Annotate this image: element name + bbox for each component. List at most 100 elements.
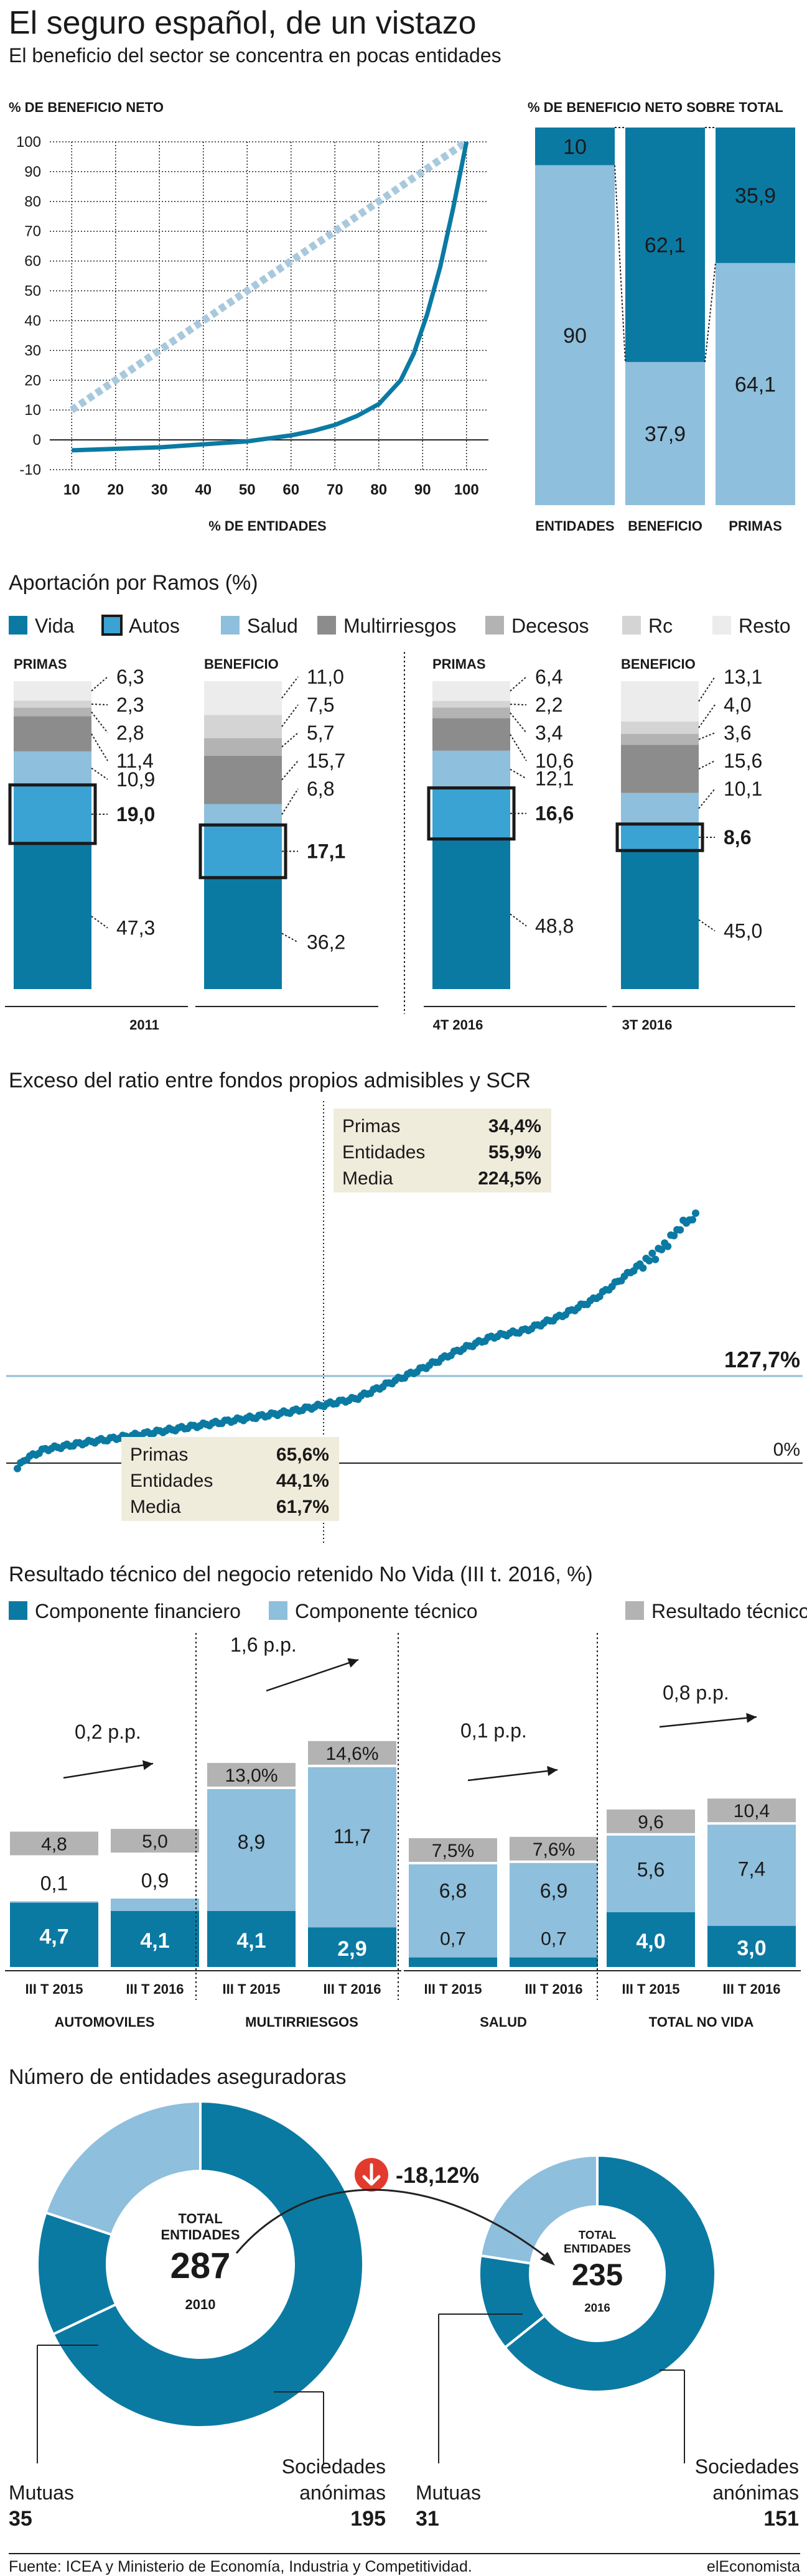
change-label: 1,6 p.p.	[230, 1634, 297, 1656]
ramo-value-label: 8,6	[724, 826, 751, 849]
period-label: III T 2016	[126, 1981, 184, 1997]
ramo-segment	[432, 700, 510, 708]
ramo-value-label: 3,4	[535, 722, 562, 744]
x-axis-label: % DE ENTIDADES	[208, 518, 326, 534]
leader-line	[510, 913, 527, 927]
ramo-segment	[621, 721, 699, 734]
resultado-label: 9,6	[638, 1812, 664, 1833]
legend-label: Autos	[129, 615, 180, 637]
leader-line	[281, 788, 299, 815]
y-tick-label: 80	[24, 193, 41, 210]
resultado-label: 4,8	[41, 1834, 67, 1854]
page-header: El seguro español, de un vistazo El bene…	[9, 2, 799, 67]
financiero-segment	[409, 1957, 497, 1967]
legend-swatch-autos	[101, 615, 123, 636]
leader-line	[281, 932, 299, 943]
ramo-value-label: 16,6	[535, 802, 574, 825]
scr-point	[658, 1245, 666, 1253]
footer-brand: elEconomista	[706, 2558, 800, 2575]
ramo-value-label: 5,7	[307, 722, 334, 744]
tecnico-segment	[308, 1767, 396, 1928]
mutuas-label: Mutuas	[9, 2481, 74, 2504]
legend-swatch-multirriesgos	[317, 616, 336, 635]
group-label: 4T 2016	[433, 1017, 483, 1033]
y-tick-label: 10	[24, 402, 41, 419]
center-total: 287	[170, 2246, 231, 2286]
bar-value-label: 64,1	[735, 373, 776, 396]
ramo-segment	[204, 681, 282, 715]
legend-swatch-rc	[622, 616, 641, 635]
ramo-value-label: 13,1	[724, 666, 762, 688]
legend-label: Resto	[739, 615, 791, 637]
resultado-box	[308, 1741, 396, 1765]
resultado-label: 14,6%	[325, 1744, 378, 1764]
financiero-label: 4,1	[140, 1929, 169, 1953]
resultado-label: 7,5%	[432, 1841, 474, 1861]
group-label: TOTAL NO VIDA	[649, 2014, 754, 2030]
leader-line	[510, 712, 527, 733]
stats-label: Entidades	[342, 1142, 425, 1163]
tecnico-label: 8,9	[238, 1831, 265, 1853]
bar-category-label: PRIMAS	[729, 518, 782, 534]
sa-value: 195	[350, 2507, 386, 2531]
ramo-segment	[14, 784, 91, 844]
ramo-value-label: 48,8	[535, 915, 574, 937]
period-label: III T 2015	[26, 1981, 83, 1997]
stats-label: Primas	[130, 1444, 188, 1465]
bar-header: PRIMAS	[14, 656, 67, 672]
center-total: 235	[572, 2258, 623, 2292]
bar-segment-bottom	[535, 165, 615, 505]
entidades-title: Número de entidades aseguradoras	[9, 2065, 346, 2089]
resultado-box	[111, 1829, 199, 1853]
change-value: -18,12%	[396, 2162, 479, 2188]
x-tick-label: 90	[414, 481, 431, 498]
ramo-segment	[204, 825, 282, 878]
donut-slice	[44, 2099, 202, 2236]
tecnico-label: 11,7	[334, 1825, 371, 1848]
leader-line	[510, 768, 527, 779]
ramo-value-label: 6,8	[307, 778, 334, 800]
financiero-label: 3,0	[737, 1937, 766, 1960]
mutuas-label: Mutuas	[416, 2481, 481, 2504]
change-label: 0,8 p.p.	[663, 1681, 729, 1704]
legend-label: Vida	[35, 615, 75, 637]
ramo-segment	[621, 793, 699, 824]
leader-line	[91, 676, 108, 692]
bar-value-label: 10	[563, 135, 587, 159]
stats-value: 44,1%	[276, 1471, 329, 1491]
x-tick-label: 70	[327, 481, 343, 498]
center-label: ENTIDADES	[564, 2242, 631, 2255]
center-label: ENTIDADES	[161, 2227, 240, 2243]
period-label: III T 2016	[324, 1981, 381, 1997]
x-tick-label: 60	[282, 481, 299, 498]
period-label: III T 2015	[622, 1981, 680, 1997]
ramo-segment	[432, 839, 510, 989]
change-arrow-shaft	[659, 1716, 757, 1728]
x-tick-label: 100	[454, 481, 479, 498]
y-axis-label: % DE BENEFICIO NETO	[9, 100, 164, 115]
bar-value-label: 37,9	[645, 422, 686, 446]
financiero-segment	[111, 1910, 199, 1967]
y-tick-label: 50	[24, 283, 41, 300]
bars-title: % DE BENEFICIO NETO SOBRE TOTAL	[528, 100, 783, 115]
ramo-value-label: 11,4	[116, 750, 154, 772]
ramo-segment	[432, 788, 510, 839]
bar-header: BENEFICIO	[621, 656, 696, 672]
leader-line	[281, 732, 299, 748]
no-vida-chart: Resultado técnico del negocio retenido N…	[5, 1563, 807, 2030]
legend-swatch-vida	[9, 616, 27, 635]
sa-value: 151	[763, 2507, 799, 2531]
trend-arrow	[235, 2188, 548, 2259]
bar-header: PRIMAS	[432, 656, 486, 672]
ramo-value-label: 11,0	[307, 666, 344, 688]
donut-slice	[478, 2154, 599, 2265]
change-arrow-head	[142, 1760, 153, 1770]
ramo-segment	[14, 843, 91, 989]
change-arrow-head	[547, 1765, 557, 1776]
footer: Fuente: ICEA y Ministerio de Economía, I…	[9, 2553, 800, 2575]
change-arrow-shaft	[63, 1762, 154, 1779]
change-arrow-shaft	[467, 1769, 558, 1782]
ramo-segment	[14, 707, 91, 717]
reference-label-zero: 0%	[773, 1439, 800, 1460]
